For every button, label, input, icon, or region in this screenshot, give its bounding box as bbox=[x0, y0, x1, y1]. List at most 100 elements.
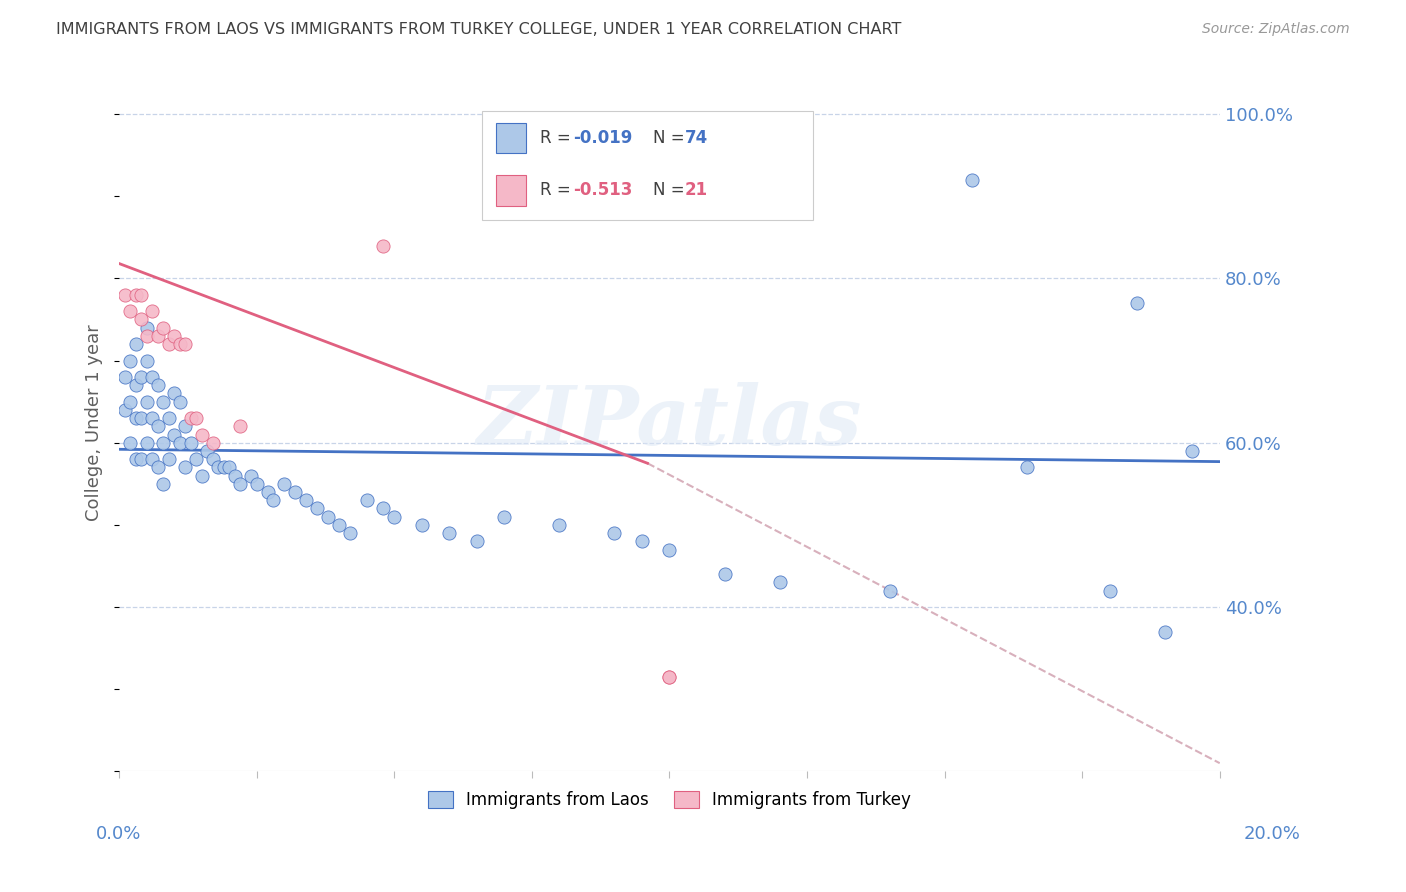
Point bbox=[157, 337, 180, 351]
Point bbox=[356, 493, 378, 508]
Point bbox=[229, 419, 252, 434]
Point bbox=[114, 370, 136, 384]
Point bbox=[384, 509, 406, 524]
Point bbox=[114, 402, 136, 417]
Point bbox=[879, 583, 901, 598]
Point bbox=[631, 534, 654, 549]
Point bbox=[246, 476, 269, 491]
Point bbox=[212, 460, 235, 475]
Point bbox=[494, 509, 516, 524]
Point bbox=[141, 452, 163, 467]
Point bbox=[373, 238, 395, 252]
Text: 21: 21 bbox=[685, 181, 709, 199]
Point bbox=[129, 370, 152, 384]
Point bbox=[1098, 583, 1121, 598]
Point bbox=[135, 320, 157, 334]
Point bbox=[201, 435, 224, 450]
Point bbox=[186, 411, 208, 425]
Point bbox=[1126, 296, 1149, 310]
Point bbox=[163, 386, 186, 401]
Point bbox=[125, 378, 148, 392]
Point bbox=[328, 517, 350, 532]
Point bbox=[169, 435, 191, 450]
Text: 74: 74 bbox=[685, 129, 709, 147]
Legend: Immigrants from Laos, Immigrants from Turkey: Immigrants from Laos, Immigrants from Tu… bbox=[422, 784, 918, 815]
Point bbox=[603, 526, 626, 541]
Point bbox=[163, 427, 186, 442]
Point bbox=[713, 567, 735, 582]
Point bbox=[146, 329, 169, 343]
Point bbox=[125, 452, 148, 467]
Point bbox=[256, 485, 278, 500]
Point bbox=[174, 337, 197, 351]
Point bbox=[129, 288, 152, 302]
Text: IMMIGRANTS FROM LAOS VS IMMIGRANTS FROM TURKEY COLLEGE, UNDER 1 YEAR CORRELATION: IMMIGRANTS FROM LAOS VS IMMIGRANTS FROM … bbox=[56, 22, 901, 37]
Point bbox=[195, 444, 218, 458]
Point bbox=[141, 304, 163, 318]
Point bbox=[186, 452, 208, 467]
Point bbox=[129, 411, 152, 425]
Point bbox=[157, 452, 180, 467]
Point bbox=[307, 501, 329, 516]
Point bbox=[180, 435, 202, 450]
Point bbox=[129, 312, 152, 326]
Point bbox=[201, 452, 224, 467]
Point bbox=[129, 452, 152, 467]
Point bbox=[191, 427, 214, 442]
FancyBboxPatch shape bbox=[496, 122, 526, 153]
Point bbox=[1153, 624, 1175, 639]
Point bbox=[318, 509, 340, 524]
Y-axis label: College, Under 1 year: College, Under 1 year bbox=[86, 324, 103, 521]
Text: Source: ZipAtlas.com: Source: ZipAtlas.com bbox=[1202, 22, 1350, 37]
Text: R =: R = bbox=[540, 181, 575, 199]
Point bbox=[658, 542, 681, 557]
Point bbox=[135, 353, 157, 368]
Point bbox=[169, 337, 191, 351]
Point bbox=[224, 468, 246, 483]
Point bbox=[411, 517, 433, 532]
Point bbox=[152, 394, 174, 409]
Point bbox=[174, 419, 197, 434]
Point bbox=[439, 526, 461, 541]
Point bbox=[163, 329, 186, 343]
Point bbox=[125, 411, 148, 425]
Point bbox=[120, 435, 142, 450]
Point bbox=[1017, 460, 1039, 475]
Point bbox=[658, 670, 681, 684]
Point bbox=[114, 288, 136, 302]
Point bbox=[284, 485, 307, 500]
FancyBboxPatch shape bbox=[482, 112, 813, 219]
Text: R =: R = bbox=[540, 129, 575, 147]
Point bbox=[125, 288, 148, 302]
Point bbox=[146, 378, 169, 392]
Point bbox=[152, 320, 174, 334]
Point bbox=[548, 517, 571, 532]
Point bbox=[141, 370, 163, 384]
Point bbox=[152, 435, 174, 450]
Point bbox=[125, 337, 148, 351]
Point bbox=[120, 394, 142, 409]
Point bbox=[152, 476, 174, 491]
Point bbox=[146, 460, 169, 475]
Point bbox=[465, 534, 488, 549]
Text: 0.0%: 0.0% bbox=[96, 825, 141, 843]
Text: N =: N = bbox=[652, 181, 690, 199]
Point bbox=[658, 670, 681, 684]
Point bbox=[262, 493, 284, 508]
Point bbox=[339, 526, 361, 541]
Point bbox=[229, 476, 252, 491]
Point bbox=[135, 329, 157, 343]
Point bbox=[135, 435, 157, 450]
Point bbox=[218, 460, 240, 475]
Point bbox=[191, 468, 214, 483]
Point bbox=[768, 575, 790, 590]
Text: -0.513: -0.513 bbox=[572, 181, 633, 199]
Point bbox=[240, 468, 263, 483]
Text: -0.019: -0.019 bbox=[572, 129, 633, 147]
Text: 20.0%: 20.0% bbox=[1244, 825, 1301, 843]
Point bbox=[207, 460, 229, 475]
Point bbox=[169, 394, 191, 409]
Point bbox=[960, 173, 983, 187]
Point bbox=[373, 501, 395, 516]
FancyBboxPatch shape bbox=[496, 175, 526, 206]
